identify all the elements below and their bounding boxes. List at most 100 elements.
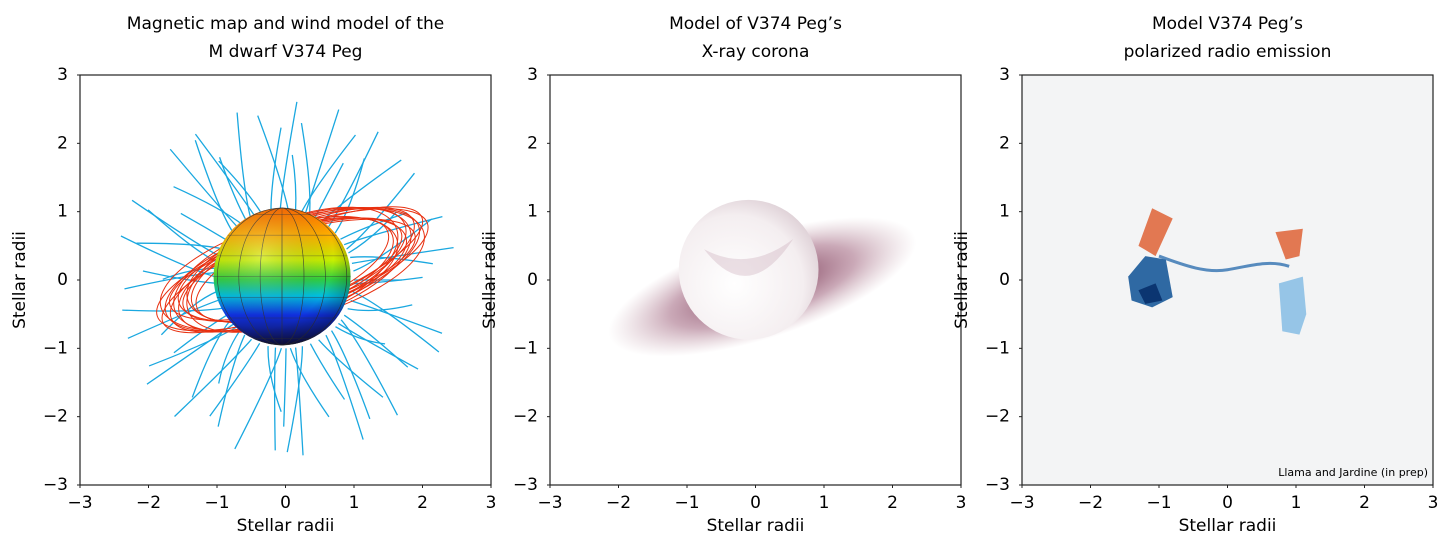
y-tick-label: −3 (43, 475, 68, 495)
star-shade (213, 208, 351, 346)
y-tick-label: 2 (57, 133, 68, 153)
x-axis-label: Stellar radii (1179, 516, 1277, 536)
wind-line (350, 256, 433, 265)
wind-line (279, 101, 298, 212)
x-tick-label: 3 (486, 493, 497, 513)
y-tick-label: 1 (999, 202, 1010, 222)
x-tick-label: −3 (67, 493, 92, 513)
wind-line (327, 131, 379, 228)
y-tick-label: −2 (513, 407, 538, 427)
wind-line (209, 342, 261, 417)
wind-line (267, 346, 282, 412)
wind-line (217, 334, 246, 427)
x-tick-label: 1 (349, 493, 360, 513)
chart-title: Model V374 Peg’s (1152, 14, 1303, 34)
wind-line (314, 162, 344, 219)
wind-line (304, 109, 340, 215)
chart-title: Model of V374 Peg’s (669, 14, 842, 34)
x-tick-label: 2 (417, 493, 428, 513)
wind-line (350, 300, 443, 334)
y-tick-label: −1 (43, 338, 68, 358)
wind-line (127, 299, 221, 339)
wind-line (300, 134, 356, 214)
emission (1275, 228, 1303, 260)
plot-image (1022, 75, 1433, 485)
wind-line (338, 322, 419, 370)
x-tick-label: 0 (280, 493, 291, 513)
wind-line (218, 330, 241, 384)
wind-line (286, 346, 304, 453)
y-axis-label: Stellar radii (10, 231, 30, 329)
plot-image (120, 101, 454, 456)
wind-line (160, 290, 219, 336)
star (678, 199, 819, 340)
y-tick-label: 2 (527, 133, 538, 153)
wind-line (343, 314, 409, 368)
wind-line (194, 140, 235, 235)
emission (1128, 256, 1173, 308)
wind-line (300, 122, 311, 217)
wind-line (270, 127, 282, 214)
x-tick-label: 3 (1428, 493, 1439, 513)
wind-line (218, 157, 249, 224)
y-axis-label: Stellar radii (952, 231, 972, 329)
x-tick-label: −2 (1078, 493, 1103, 513)
x-tick-label: 1 (1291, 493, 1302, 513)
wind-line (291, 154, 297, 213)
y-tick-label: −3 (513, 475, 538, 495)
y-tick-label: 3 (57, 65, 68, 85)
x-tick-label: −1 (204, 493, 229, 513)
y-tick-label: −2 (985, 407, 1010, 427)
emission (1138, 208, 1173, 257)
y-tick-label: −1 (513, 338, 538, 358)
x-tick-label: −1 (1146, 493, 1171, 513)
x-axis-label: Stellar radii (237, 516, 335, 536)
y-tick-label: 2 (999, 133, 1010, 153)
star-shadow (704, 239, 794, 276)
wind-line (191, 319, 231, 398)
x-tick-label: −3 (1009, 493, 1034, 513)
chart-title: Magnetic map and wind model of the (127, 14, 444, 34)
x-tick-label: 2 (1359, 493, 1370, 513)
x-tick-label: −2 (606, 493, 631, 513)
emission (1278, 276, 1307, 335)
chart-title: M dwarf V374 Peg (209, 42, 363, 62)
wind-line (169, 148, 241, 230)
emission-arc (1158, 254, 1290, 273)
y-tick-label: 1 (57, 202, 68, 222)
plot-image (608, 199, 917, 357)
y-tick-label: 0 (57, 270, 68, 290)
wind-line (136, 242, 225, 250)
wind-line (289, 347, 330, 418)
y-axis-label: Stellar radii (480, 231, 500, 329)
y-tick-label: −2 (43, 407, 68, 427)
x-axis-label: Stellar radii (707, 516, 805, 536)
wind-line (340, 319, 399, 416)
wind-line (352, 291, 440, 353)
y-tick-label: −1 (985, 338, 1010, 358)
wind-line (330, 330, 371, 420)
wind-line (120, 235, 218, 278)
x-tick-label: −2 (136, 493, 161, 513)
wind-line (146, 323, 234, 385)
x-tick-label: 2 (887, 493, 898, 513)
y-tick-label: 3 (999, 65, 1010, 85)
wind-line (340, 212, 408, 240)
annotation: Llama and Jardine (in prep) (1278, 466, 1428, 479)
chart-title: polarized radio emission (1124, 42, 1332, 62)
wind-line (234, 348, 283, 450)
wind-line (309, 343, 346, 400)
wind-line (343, 215, 443, 246)
wind-line (236, 112, 253, 221)
x-tick-label: 1 (819, 493, 830, 513)
y-tick-label: 3 (527, 65, 538, 85)
y-tick-label: 0 (999, 270, 1010, 290)
x-tick-label: 0 (1222, 493, 1233, 513)
plot-background (1022, 75, 1433, 485)
y-tick-label: −3 (985, 475, 1010, 495)
wind-line (283, 348, 287, 427)
wind-line (325, 334, 364, 440)
wind-line (318, 339, 384, 398)
